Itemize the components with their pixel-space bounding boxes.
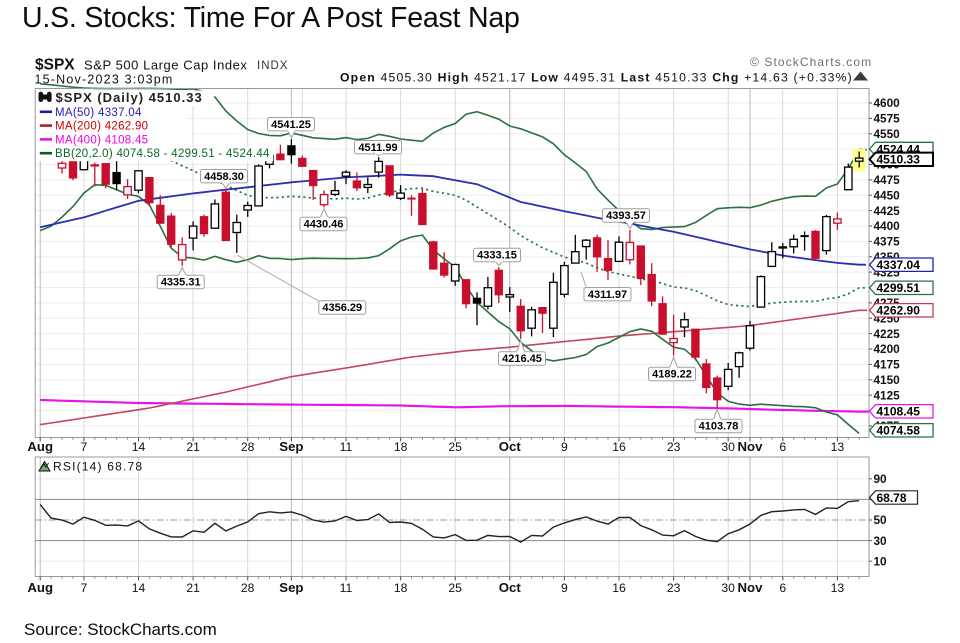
svg-text:MA(400) 4108.45: MA(400) 4108.45: [55, 134, 148, 146]
svg-text:Oct: Oct: [499, 580, 522, 595]
svg-text:13: 13: [831, 581, 845, 595]
svg-text:4475: 4475: [874, 173, 901, 187]
svg-text:4262.90: 4262.90: [877, 304, 921, 318]
svg-text:4299.51: 4299.51: [877, 281, 921, 295]
svg-text:BB(20,2.0) 4074.58 - 4299.51 -: BB(20,2.0) 4074.58 - 4299.51 - 4524.44: [55, 148, 270, 160]
svg-text:S&P 500 Large Cap Index: S&P 500 Large Cap Index: [84, 58, 247, 73]
svg-text:50: 50: [874, 513, 888, 527]
svg-text:4225: 4225: [874, 327, 901, 341]
svg-text:4450: 4450: [874, 188, 901, 202]
svg-text:4200: 4200: [874, 342, 901, 356]
svg-text:28: 28: [241, 440, 255, 454]
svg-text:4125: 4125: [874, 388, 901, 402]
svg-text:4375: 4375: [874, 235, 901, 249]
svg-text:4189.22: 4189.22: [652, 369, 692, 381]
svg-text:4575: 4575: [874, 112, 901, 126]
svg-text:18: 18: [394, 581, 408, 595]
svg-text:4393.57: 4393.57: [606, 210, 646, 222]
svg-text:INDX: INDX: [257, 60, 288, 72]
svg-text:$SPX (Daily) 4510.33: $SPX (Daily) 4510.33: [56, 90, 203, 105]
svg-text:Source: StockCharts.com: Source: StockCharts.com: [24, 620, 217, 639]
svg-text:11: 11: [340, 581, 353, 595]
svg-text:Open 4505.30 High 4521.17 Low: Open 4505.30 High 4521.17 Low 4495.31 La…: [340, 71, 853, 85]
svg-text:30: 30: [874, 534, 888, 548]
svg-text:4074.58: 4074.58: [877, 424, 921, 438]
svg-text:RSI(14) 68.78: RSI(14) 68.78: [53, 459, 143, 473]
svg-text:4216.45: 4216.45: [502, 353, 542, 365]
svg-text:30: 30: [721, 440, 735, 454]
svg-text:10: 10: [874, 554, 888, 568]
svg-text:15-Nov-2023 3:03pm: 15-Nov-2023 3:03pm: [35, 73, 174, 87]
svg-text:U.S. Stocks: Time For A Post F: U.S. Stocks: Time For A Post Feast Nap: [22, 2, 520, 34]
svg-text:90: 90: [874, 472, 888, 486]
svg-text:4103.78: 4103.78: [699, 421, 739, 433]
svg-text:4400: 4400: [874, 219, 901, 233]
svg-text:6: 6: [779, 440, 786, 454]
svg-text:Sep: Sep: [279, 439, 303, 454]
svg-text:4311.97: 4311.97: [588, 289, 627, 301]
svg-text:23: 23: [667, 440, 681, 454]
svg-text:4550: 4550: [874, 127, 901, 141]
svg-text:9: 9: [561, 581, 568, 595]
svg-text:25: 25: [448, 581, 462, 595]
svg-text:14: 14: [132, 581, 146, 595]
svg-text:4333.15: 4333.15: [477, 250, 517, 262]
svg-text:18: 18: [394, 440, 408, 454]
svg-text:23: 23: [667, 581, 681, 595]
svg-text:MA(200) 4262.90: MA(200) 4262.90: [55, 121, 148, 133]
svg-text:7: 7: [81, 440, 88, 454]
svg-text:© StockCharts.com: © StockCharts.com: [750, 55, 872, 69]
svg-text:28: 28: [241, 581, 255, 595]
svg-text:11: 11: [340, 440, 353, 454]
svg-text:4150: 4150: [874, 373, 901, 387]
svg-text:21: 21: [186, 581, 200, 595]
svg-text:Nov: Nov: [738, 439, 764, 454]
svg-text:7: 7: [81, 581, 88, 595]
svg-text:4425: 4425: [874, 204, 901, 218]
svg-text:4108.45: 4108.45: [877, 405, 921, 419]
svg-text:4356.29: 4356.29: [322, 302, 362, 314]
svg-text:$SPX: $SPX: [35, 57, 75, 74]
svg-text:4335.31: 4335.31: [161, 277, 201, 289]
svg-text:4458.30: 4458.30: [204, 171, 244, 183]
svg-text:68.78: 68.78: [877, 491, 907, 505]
svg-text:Aug: Aug: [27, 439, 53, 454]
svg-text:9: 9: [561, 440, 568, 454]
svg-text:Sep: Sep: [279, 580, 303, 595]
svg-text:16: 16: [612, 581, 626, 595]
svg-text:Nov: Nov: [738, 580, 764, 595]
svg-text:4511.99: 4511.99: [358, 142, 397, 154]
svg-text:4510.33: 4510.33: [877, 153, 921, 167]
svg-text:4541.25: 4541.25: [271, 119, 311, 131]
svg-text:4337.04: 4337.04: [877, 258, 921, 272]
svg-text:13: 13: [831, 440, 845, 454]
svg-text:16: 16: [612, 440, 626, 454]
svg-text:6: 6: [779, 581, 786, 595]
svg-text:Aug: Aug: [27, 580, 53, 595]
svg-text:4175: 4175: [874, 358, 901, 372]
svg-text:4430.46: 4430.46: [304, 219, 344, 231]
svg-text:25: 25: [448, 440, 462, 454]
svg-text:MA(50) 4337.04: MA(50) 4337.04: [55, 107, 142, 119]
svg-text:30: 30: [721, 581, 735, 595]
svg-text:Oct: Oct: [499, 439, 522, 454]
svg-text:14: 14: [132, 440, 146, 454]
svg-text:21: 21: [186, 440, 200, 454]
svg-text:4600: 4600: [874, 96, 901, 110]
